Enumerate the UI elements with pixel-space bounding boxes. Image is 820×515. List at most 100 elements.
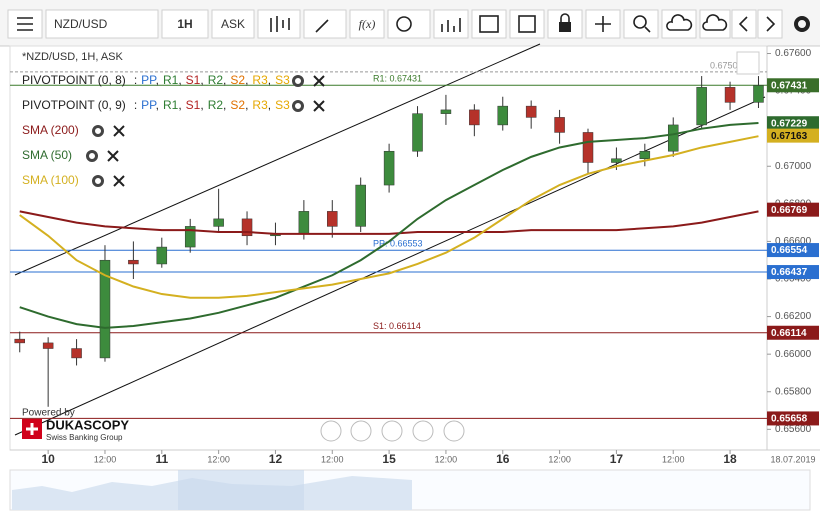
pivot-text: , — [268, 98, 271, 112]
pivot-text: R3 — [252, 73, 268, 87]
pivot-text: R2 — [208, 73, 224, 87]
price-tag-label: 0.66114 — [771, 328, 807, 339]
fx-icon: f(x) — [359, 17, 376, 31]
candle-body — [355, 184, 366, 227]
pivot-text: R1 — [163, 73, 179, 87]
sma-legend: SMA (200) — [22, 123, 79, 137]
candle-body — [156, 246, 168, 265]
pivot-text: S3 — [275, 98, 290, 112]
price-tag-label: 0.67431 — [771, 80, 808, 91]
menu-button[interactable] — [7, 9, 43, 39]
level-label: PP: 0.66553 — [373, 239, 423, 249]
candle-body — [241, 218, 253, 237]
y-tick-label: 0.66600 — [775, 236, 812, 247]
price-tag-label: 0.66769 — [771, 205, 808, 216]
pivot-text: , — [223, 73, 226, 87]
pivot-text: R1 — [163, 98, 179, 112]
zoom-controls[interactable] — [320, 420, 465, 442]
candle-body — [327, 211, 338, 227]
candle-body — [696, 87, 707, 126]
y-tick-label: 0.67000 — [775, 161, 812, 172]
remove-icon[interactable] — [107, 150, 119, 162]
candle-body — [412, 113, 423, 152]
x-tick-label: 12:00 — [435, 454, 458, 464]
pivot-text: , — [245, 98, 248, 112]
x-tick-label: 17 — [610, 452, 624, 466]
brand-name: DUKASCOPY — [46, 417, 129, 432]
x-tick-label: 12:00 — [548, 454, 571, 464]
navigator-window[interactable] — [178, 470, 304, 510]
pivot-text: R2 — [208, 98, 224, 112]
candle-body — [42, 342, 54, 349]
pivot-text: , — [200, 73, 203, 87]
candle-body — [724, 87, 736, 103]
pivot-row: PIVOTPOINT (0, 9): PP, R1, S1, R2, S2, R3, S3 — [22, 98, 290, 112]
tool-icons[interactable]: f(x) — [257, 9, 810, 39]
y-tick-label: 0.65800 — [775, 386, 812, 397]
expand-button[interactable] — [736, 51, 760, 75]
candle-body — [497, 105, 509, 126]
date-label: 18.07.2019 — [770, 454, 815, 464]
settings-icon[interactable] — [292, 100, 304, 112]
price-tag-label: 0.66437 — [771, 267, 808, 278]
pivot-text: S1 — [186, 98, 201, 112]
pivot-text: S2 — [230, 98, 245, 112]
y-tick-label: 0.66400 — [775, 274, 812, 285]
pivot-text: R3 — [252, 98, 268, 112]
level-label: 0.67502 — [710, 60, 743, 70]
candle-body — [667, 124, 679, 152]
x-tick-label: 12:00 — [662, 454, 685, 464]
candle-body — [14, 338, 25, 344]
symbol-select[interactable]: NZD/USD — [45, 9, 159, 39]
remove-icon[interactable] — [313, 100, 325, 112]
settings-icon[interactable] — [92, 175, 104, 187]
pivot-text: , — [245, 73, 248, 87]
sma-line — [19, 122, 759, 329]
period-select[interactable]: 1H — [161, 9, 209, 39]
pivot-text: : — [134, 73, 137, 87]
candle-body — [582, 132, 594, 163]
candle-body — [554, 117, 565, 133]
price-tag-label: 0.67229 — [771, 118, 808, 129]
price-tag — [767, 202, 819, 217]
x-tick-label: 12:00 — [94, 454, 117, 464]
candle-body — [184, 226, 196, 248]
price-tag — [767, 411, 819, 426]
x-tick-label: 18 — [723, 452, 737, 466]
pivot-text: , — [200, 98, 203, 112]
pivot-text: S3 — [275, 73, 290, 87]
settings-icon[interactable] — [292, 75, 304, 87]
pivot-text: S1 — [186, 73, 201, 87]
settings-icon[interactable] — [92, 125, 104, 137]
remove-icon[interactable] — [313, 75, 325, 87]
x-tick-label: 11 — [155, 452, 168, 466]
candle-body — [525, 105, 537, 118]
price-tag — [767, 243, 819, 258]
pivot-row: PIVOTPOINT (0, 8): PP, R1, S1, R2, S2, R3, S3 — [22, 73, 290, 87]
pivot-text: , — [268, 73, 271, 87]
instrument-label: *NZD/USD, 1H, ASK — [22, 51, 124, 63]
pivot-text: , — [178, 73, 181, 87]
candle-body — [469, 109, 480, 126]
candle-body — [383, 150, 395, 186]
sma-legend: SMA (100) — [22, 173, 79, 187]
y-tick-label: 0.67600 — [775, 48, 812, 59]
level-label: R1: 0.67431 — [373, 74, 422, 84]
y-tick-label: 0.65600 — [775, 424, 812, 435]
x-tick-label: 15 — [382, 452, 396, 466]
pivot-text: PP — [141, 73, 157, 87]
price-tag — [767, 128, 819, 143]
remove-icon[interactable] — [113, 125, 125, 137]
level-label: S1: 0.66114 — [373, 321, 421, 331]
price-tag-label: 0.67163 — [771, 131, 808, 142]
brand-tagline: Swiss Banking Group — [46, 433, 123, 442]
settings-icon[interactable] — [86, 150, 98, 162]
symbol: NZD/USD — [54, 17, 108, 31]
pivot-text: , — [223, 98, 226, 112]
price-tag — [767, 265, 819, 280]
price-tag — [767, 325, 819, 340]
side-select[interactable]: ASK — [211, 9, 255, 39]
remove-icon[interactable] — [113, 175, 125, 187]
pivot-text: S2 — [230, 73, 245, 87]
